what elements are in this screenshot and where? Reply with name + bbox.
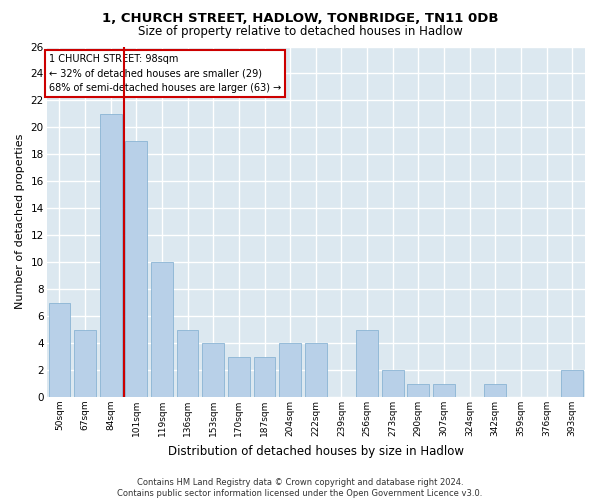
Bar xyxy=(100,114,122,397)
Bar xyxy=(407,384,429,397)
Bar xyxy=(484,384,506,397)
Bar xyxy=(382,370,404,397)
Bar xyxy=(202,343,224,397)
Text: 1, CHURCH STREET, HADLOW, TONBRIDGE, TN11 0DB: 1, CHURCH STREET, HADLOW, TONBRIDGE, TN1… xyxy=(102,12,498,26)
Bar xyxy=(49,302,70,397)
Bar xyxy=(125,141,147,397)
Bar xyxy=(151,262,173,397)
Text: Size of property relative to detached houses in Hadlow: Size of property relative to detached ho… xyxy=(137,25,463,38)
Bar xyxy=(228,356,250,397)
Bar xyxy=(254,356,275,397)
Bar xyxy=(279,343,301,397)
Bar xyxy=(561,370,583,397)
Text: Contains HM Land Registry data © Crown copyright and database right 2024.
Contai: Contains HM Land Registry data © Crown c… xyxy=(118,478,482,498)
Bar xyxy=(305,343,326,397)
Bar xyxy=(177,330,199,397)
Bar xyxy=(74,330,96,397)
Y-axis label: Number of detached properties: Number of detached properties xyxy=(15,134,25,310)
Text: 1 CHURCH STREET: 98sqm
← 32% of detached houses are smaller (29)
68% of semi-det: 1 CHURCH STREET: 98sqm ← 32% of detached… xyxy=(49,54,281,93)
X-axis label: Distribution of detached houses by size in Hadlow: Distribution of detached houses by size … xyxy=(168,444,464,458)
Bar xyxy=(356,330,378,397)
Bar xyxy=(433,384,455,397)
